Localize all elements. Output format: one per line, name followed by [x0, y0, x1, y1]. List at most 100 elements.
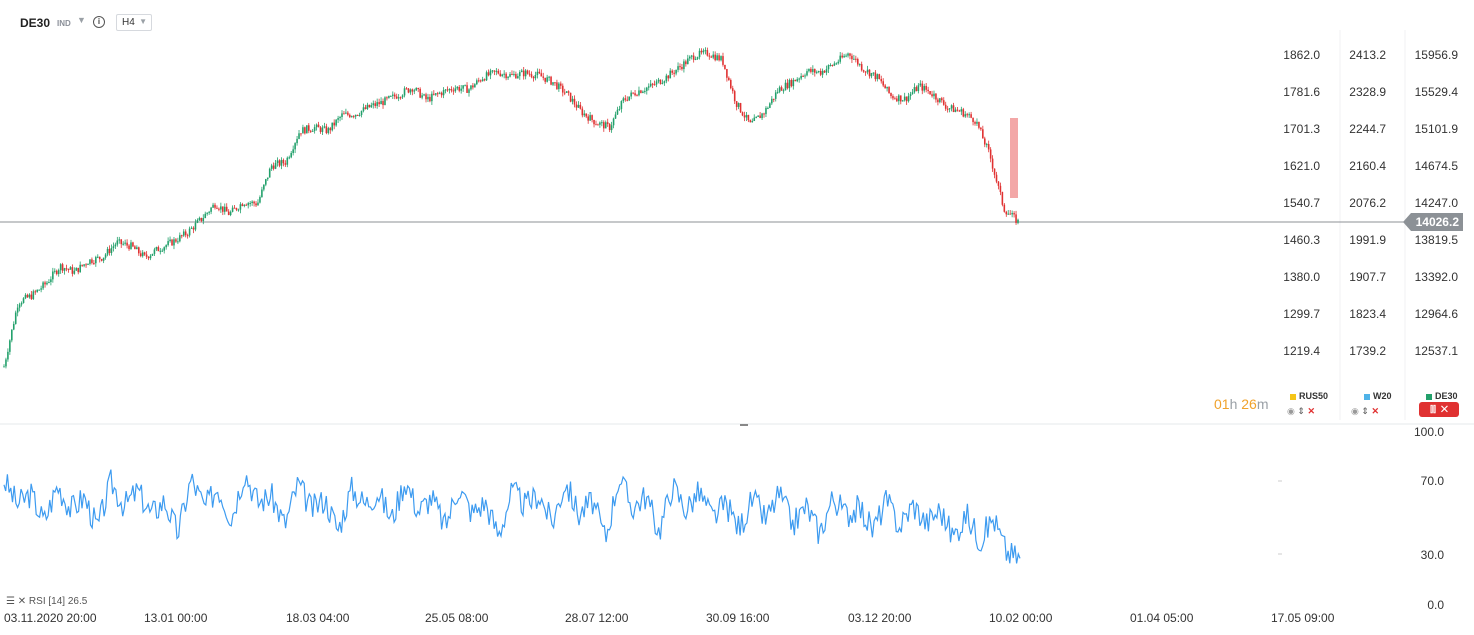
candle-body: [87, 263, 89, 265]
candle-body: [169, 239, 171, 242]
candle-body: [317, 124, 320, 128]
candle-body: [468, 89, 470, 93]
candle-body: [606, 122, 609, 124]
candle-body: [688, 56, 691, 59]
eye-icon[interactable]: ◉: [1351, 406, 1359, 416]
price-axis-tick: 15956.9: [1414, 48, 1458, 62]
sort-icon[interactable]: ⇕: [1297, 406, 1305, 416]
candles-icon[interactable]: ⫿⫿: [1430, 404, 1436, 414]
candle-body: [71, 267, 74, 274]
candle-body: [278, 160, 281, 166]
candle-body: [32, 291, 35, 300]
candle-body: [329, 128, 332, 131]
candle-body: [9, 340, 11, 352]
candle-body: [872, 72, 875, 74]
eye-icon[interactable]: ◉: [1287, 406, 1295, 416]
candle-body: [335, 119, 337, 126]
close-icon[interactable]: ✕: [1440, 404, 1448, 414]
countdown-minutes: 26: [1241, 396, 1257, 412]
info-icon[interactable]: i: [93, 16, 105, 28]
candle-body: [716, 55, 718, 61]
rsi-axis-tick: 0.0: [1427, 598, 1444, 612]
candle-body: [479, 80, 482, 82]
candle-body: [769, 103, 771, 108]
candle-body: [55, 270, 58, 275]
candle-body: [415, 88, 418, 91]
rsi-line: [3, 469, 1021, 564]
close-icon[interactable]: ✕: [1307, 406, 1315, 416]
candle-body: [12, 323, 15, 330]
menu-icon[interactable]: ☰: [6, 596, 15, 607]
close-icon[interactable]: ✕: [17, 596, 27, 607]
candle-body: [956, 109, 959, 111]
candle-body: [354, 114, 357, 117]
candle-body: [718, 55, 720, 61]
candle-body: [728, 77, 730, 81]
candle-body: [118, 239, 121, 241]
candle-body: [325, 126, 328, 134]
candle-body: [931, 94, 933, 97]
price-axis-tick: 1460.3: [1283, 233, 1320, 247]
candle-body: [858, 64, 861, 66]
candle-body: [263, 184, 265, 190]
candle-body: [147, 256, 150, 259]
time-axis-tick: 18.03 04:00: [286, 611, 350, 625]
legend-swatch-rus50: [1290, 393, 1296, 400]
candle-body: [165, 245, 167, 248]
legend-w20[interactable]: W20: [1364, 391, 1392, 401]
candle-body: [935, 93, 937, 100]
candle-body: [733, 91, 736, 102]
candle-body: [944, 104, 947, 109]
candle-body: [645, 87, 648, 91]
candle-body: [729, 80, 732, 89]
candle-body: [761, 113, 763, 119]
candle-body: [227, 211, 230, 215]
sort-icon[interactable]: ⇕: [1361, 406, 1369, 416]
candle-body: [501, 74, 504, 76]
candle-body: [513, 73, 515, 75]
rsi-indicator-label[interactable]: ☰ ✕ RSI [14] 26.5: [6, 596, 87, 607]
candle-body: [352, 116, 355, 118]
candle-body: [259, 197, 261, 203]
candle-body: [544, 77, 546, 82]
candle-body: [520, 70, 523, 73]
candle-body: [614, 114, 617, 119]
candle-body: [194, 222, 197, 230]
candle-body: [411, 89, 414, 92]
candle-body: [888, 86, 890, 94]
candle-body: [849, 53, 851, 56]
candle-body: [561, 85, 564, 93]
candle-body: [431, 93, 433, 102]
current-price-badge: 14026.2: [1403, 213, 1463, 231]
candle-body: [985, 144, 988, 146]
candle-body: [657, 79, 660, 82]
candle-body: [120, 239, 123, 245]
candle-body: [388, 95, 390, 98]
candle-body: [864, 71, 867, 73]
candle-body: [585, 113, 588, 117]
candle-body: [749, 120, 752, 123]
candle-body: [397, 97, 400, 99]
legend-rus50[interactable]: RUS50: [1290, 391, 1328, 401]
candle-body: [253, 201, 255, 204]
candle-countdown: 01h 26m: [1214, 396, 1269, 412]
close-icon[interactable]: ✕: [1371, 406, 1379, 416]
candle-body: [315, 124, 318, 128]
legend-de30[interactable]: DE30: [1426, 391, 1458, 401]
legend-controls-de30: ⫿⫿ ✕: [1419, 402, 1459, 417]
candle-body: [786, 82, 789, 89]
candle-body: [962, 109, 965, 117]
symbol-name[interactable]: DE30: [20, 16, 51, 30]
candle-body: [1007, 213, 1010, 215]
candle-body: [856, 59, 859, 65]
candle-body: [57, 270, 60, 275]
candle-body: [640, 90, 642, 93]
timeframe-select[interactable]: H4 ▼: [116, 14, 152, 31]
candle-body: [823, 70, 826, 73]
candle-body: [36, 289, 39, 292]
candle-body: [976, 121, 978, 124]
candle-body: [456, 86, 459, 89]
symbol-dropdown-icon[interactable]: ▼: [77, 15, 86, 25]
candle-body: [702, 50, 705, 53]
